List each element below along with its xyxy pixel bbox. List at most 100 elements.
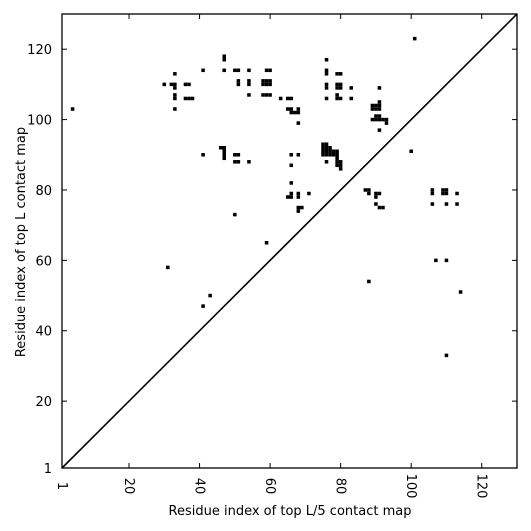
y-tick-label: 40 [35, 325, 52, 340]
y-tick-label: 20 [35, 395, 52, 410]
contact-point [338, 96, 343, 101]
y-tick-label: 100 [27, 114, 52, 129]
contact-point [338, 86, 343, 90]
contact-point [384, 117, 389, 122]
contact-point [190, 96, 195, 101]
contact-point [335, 96, 339, 101]
contact-point [166, 265, 170, 270]
contact-point [377, 128, 382, 132]
contact-point [377, 114, 382, 118]
contact-point [169, 82, 174, 87]
contact-point [328, 149, 332, 154]
contact-point [236, 68, 241, 73]
contact-point [335, 163, 339, 168]
contact-point [222, 149, 227, 154]
contact-point [363, 188, 368, 192]
contact-point [324, 142, 329, 146]
contact-point [247, 93, 251, 97]
contact-point [222, 68, 227, 73]
contact-point [338, 163, 343, 168]
contact-point [268, 93, 272, 97]
contact-point [70, 107, 75, 111]
contact-point [377, 191, 382, 196]
contact-point [296, 209, 301, 213]
contact-point [444, 191, 449, 196]
contact-point [201, 153, 205, 157]
contact-point [377, 86, 382, 90]
contact-point [338, 160, 343, 164]
contact-point [349, 96, 353, 101]
contact-point [307, 191, 311, 196]
contact-point [173, 82, 177, 87]
x-tick-label: 20 [121, 478, 136, 495]
contact-point [331, 153, 336, 157]
contact-point [367, 279, 371, 284]
contact-point [377, 117, 382, 122]
x-tick-label: 60 [262, 478, 277, 495]
contact-point [296, 110, 301, 115]
contact-point [268, 82, 272, 87]
contact-point [374, 103, 378, 108]
x-axis-label: Residue index of top L/5 contact map [169, 504, 412, 519]
contact-point [335, 153, 339, 157]
contact-point [374, 117, 378, 122]
contact-point [321, 142, 325, 146]
plot-frame [61, 13, 518, 469]
contact-point [285, 96, 290, 101]
contact-point [324, 86, 329, 90]
contact-point [187, 96, 191, 101]
contact-point [324, 57, 329, 62]
contact-point [374, 191, 378, 196]
contact-point [441, 188, 445, 192]
contact-point [324, 72, 329, 76]
x-tick-label: 1 [54, 482, 69, 490]
contact-point [264, 82, 269, 87]
contact-point [296, 195, 301, 199]
contact-point [289, 153, 294, 157]
contact-point [377, 205, 382, 210]
contact-point [335, 156, 339, 161]
contact-point [236, 153, 241, 157]
contact-point [264, 93, 269, 97]
contact-point [247, 160, 251, 164]
contact-point [321, 153, 325, 157]
contact-point [289, 181, 294, 185]
contact-point [289, 195, 294, 199]
contact-point [201, 68, 205, 73]
contact-point [444, 202, 449, 206]
contact-point [444, 353, 449, 358]
contact-point [455, 191, 459, 196]
contact-point [289, 96, 294, 101]
y-tick-label: 1 [44, 462, 52, 477]
contact-point [324, 145, 329, 150]
contact-point [247, 82, 251, 87]
contact-point [173, 86, 177, 90]
x-tick-label: 80 [333, 478, 348, 495]
contact-point [233, 68, 237, 73]
contact-point [377, 107, 382, 111]
contact-point [268, 68, 272, 73]
contact-point [173, 72, 177, 76]
contact-point [324, 82, 329, 87]
contact-point [208, 293, 212, 298]
contact-point [247, 79, 251, 83]
contact-point [296, 205, 301, 210]
contact-point [412, 36, 417, 41]
contact-point [261, 93, 265, 97]
contact-point [222, 54, 227, 58]
contact-point [173, 93, 177, 97]
contact-point [285, 107, 290, 111]
contact-point [222, 145, 227, 150]
contact-point [289, 110, 294, 115]
contact-point [201, 304, 205, 308]
contact-point [321, 145, 325, 150]
contact-point [233, 153, 237, 157]
contact-point [264, 79, 269, 83]
x-tick-label: 40 [192, 478, 207, 495]
contact-point [173, 107, 177, 111]
contact-point [222, 57, 227, 62]
contact-point [335, 160, 339, 164]
contact-point [296, 191, 301, 196]
contact-point [247, 68, 251, 73]
